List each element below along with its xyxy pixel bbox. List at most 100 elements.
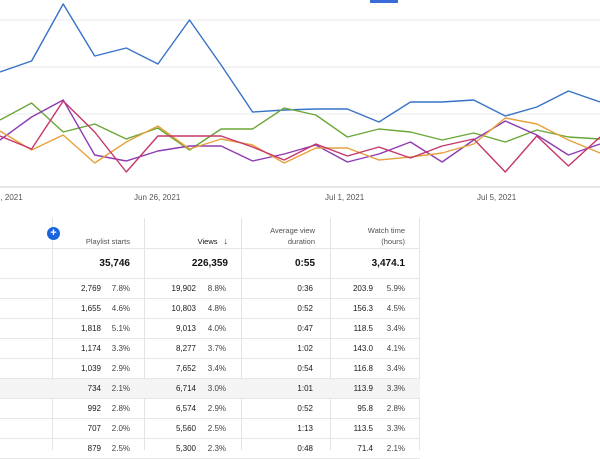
cell-playlist-starts-percent: 2.5% (111, 444, 130, 453)
cell-views-percent: 2.3% (207, 444, 226, 453)
cell-watch-time-percent: 3.3% (386, 384, 405, 393)
cell-average-view-duration: 0:47 (297, 324, 313, 333)
cell-views: 10,803 (171, 304, 196, 313)
cell-average-view-duration: 0:48 (297, 444, 313, 453)
selected-range-marker (370, 0, 398, 3)
cell-playlist-starts: 1,174 (80, 344, 101, 353)
column-header-label: Views (197, 237, 218, 246)
cell-playlist-starts-percent: 4.6% (111, 304, 130, 313)
cell-playlist-starts: 879 (87, 444, 101, 453)
column-header-label: (hours) (381, 237, 405, 246)
cell-watch-time: 113.5 (353, 424, 373, 433)
cell-views-percent: 3.7% (207, 344, 226, 353)
cell-views-percent: 2.9% (207, 404, 226, 413)
cell-playlist-starts: 1,655 (80, 304, 101, 313)
cell-views: 6,574 (175, 404, 196, 413)
cell-views-percent: 3.0% (207, 384, 226, 393)
cell-views-percent: 8.8% (207, 284, 226, 293)
cell-playlist-starts: 1,039 (80, 364, 101, 373)
cell-watch-time: 203.9 (352, 284, 373, 293)
table-row[interactable]: 1,818 5.1% 9,013 4.0% 0:47 118.5 3.4% (0, 319, 420, 339)
cell-watch-time: 95.8 (357, 404, 373, 413)
cell-views: 5,560 (175, 424, 196, 433)
cell-playlist-starts: 707 (87, 424, 101, 433)
cell-playlist-starts: 1,818 (80, 324, 101, 333)
cell-playlist-starts: 2,769 (80, 284, 101, 293)
series-line-5 (0, 100, 600, 173)
cell-watch-time-percent: 4.1% (386, 344, 405, 353)
table-row[interactable]: 2,769 7.8% 19,902 8.8% 0:36 203.9 5.9% (0, 279, 420, 299)
cell-average-view-duration: 1:01 (297, 384, 313, 393)
total-average-view-duration: 0:55 (294, 258, 315, 269)
cell-watch-time-percent: 3.4% (386, 324, 405, 333)
cell-playlist-starts: 992 (87, 404, 101, 413)
table-row[interactable]: 734 2.1% 6,714 3.0% 1:01 113.9 3.3% (0, 379, 420, 399)
column-divider (241, 218, 242, 450)
row-divider (0, 318, 420, 319)
table-row[interactable]: 1,655 4.6% 10,803 4.8% 0:52 156.3 4.5% (0, 299, 420, 319)
x-tick-label: Jun 26, 2021 (134, 193, 181, 202)
column-divider (52, 218, 53, 450)
column-header-label: Average view (270, 226, 315, 235)
totals-divider (0, 278, 420, 279)
cell-average-view-duration: 0:54 (297, 364, 313, 373)
row-divider (0, 338, 420, 339)
table-row[interactable]: 1,174 3.3% 8,277 3.7% 1:02 143.0 4.1% (0, 339, 420, 359)
cell-views: 8,277 (175, 344, 196, 353)
cell-watch-time-percent: 4.5% (386, 304, 405, 313)
column-header-playlist-starts[interactable]: Playlist starts (60, 236, 130, 247)
cell-views: 7,652 (175, 364, 196, 373)
cell-playlist-starts-percent: 3.3% (111, 344, 130, 353)
add-column-button[interactable]: + (47, 227, 60, 240)
column-divider (419, 218, 420, 450)
cell-average-view-duration: 1:02 (297, 344, 313, 353)
column-header-label: Playlist starts (85, 237, 130, 246)
cell-playlist-starts-percent: 7.8% (111, 284, 130, 293)
cell-views: 19,902 (171, 284, 196, 293)
cell-playlist-starts: 734 (87, 384, 101, 393)
column-header-watch-time[interactable]: Watch time (hours) (335, 225, 405, 247)
series-line-1 (0, 3, 600, 123)
sort-descending-icon: ↓ (223, 236, 229, 246)
cell-watch-time: 118.5 (353, 324, 373, 333)
cell-watch-time-percent: 3.3% (386, 424, 405, 433)
table-row[interactable]: 879 2.5% 5,300 2.3% 0:48 71.4 2.1% (0, 439, 420, 459)
table-row[interactable]: 707 2.0% 5,560 2.5% 1:13 113.5 3.3% (0, 419, 420, 439)
cell-playlist-starts-percent: 5.1% (111, 324, 130, 333)
x-axis-ticks: 2, 2021 Jun 26, 2021 Jul 1, 2021 Jul 5, … (0, 193, 517, 202)
column-header-views[interactable]: Views ↓ (150, 236, 228, 247)
cell-views: 5,300 (175, 444, 196, 453)
column-divider (330, 218, 331, 450)
cell-playlist-starts-percent: 2.8% (111, 404, 130, 413)
table-row[interactable]: 1,039 2.9% 7,652 3.4% 0:54 116.8 3.4% (0, 359, 420, 379)
column-header-label: Watch time (367, 226, 405, 235)
cell-playlist-starts-percent: 2.0% (111, 424, 130, 433)
x-tick-label: Jul 1, 2021 (325, 193, 365, 202)
column-header-average-view-duration[interactable]: Average view duration (245, 225, 315, 247)
cell-views: 9,013 (175, 324, 196, 333)
cell-average-view-duration: 0:52 (297, 404, 313, 413)
chart-grid (0, 19, 600, 188)
cell-watch-time: 156.3 (352, 304, 373, 313)
cell-average-view-duration: 0:36 (297, 284, 313, 293)
table-row[interactable]: 992 2.8% 6,574 2.9% 0:52 95.8 2.8% (0, 399, 420, 419)
cell-watch-time: 113.9 (353, 384, 373, 393)
cell-watch-time: 143.0 (352, 344, 373, 353)
line-chart: 2, 2021 Jun 26, 2021 Jul 1, 2021 Jul 5, … (0, 3, 600, 202)
row-divider (0, 358, 420, 359)
cell-playlist-starts-percent: 2.1% (111, 384, 130, 393)
series-line-2 (0, 102, 600, 151)
cell-average-view-duration: 0:52 (297, 304, 313, 313)
row-divider (0, 438, 420, 439)
cell-views: 6,714 (175, 384, 196, 393)
column-divider (144, 218, 145, 450)
cell-views-percent: 4.8% (207, 304, 226, 313)
cell-views-percent: 3.4% (207, 364, 226, 373)
cell-watch-time-percent: 2.8% (386, 404, 405, 413)
cell-average-view-duration: 1:13 (297, 424, 313, 433)
row-divider (0, 398, 420, 399)
cell-watch-time-percent: 2.1% (386, 444, 405, 453)
column-header-label: duration (287, 237, 315, 246)
x-tick-label: 2, 2021 (0, 193, 23, 202)
data-table (0, 218, 600, 450)
